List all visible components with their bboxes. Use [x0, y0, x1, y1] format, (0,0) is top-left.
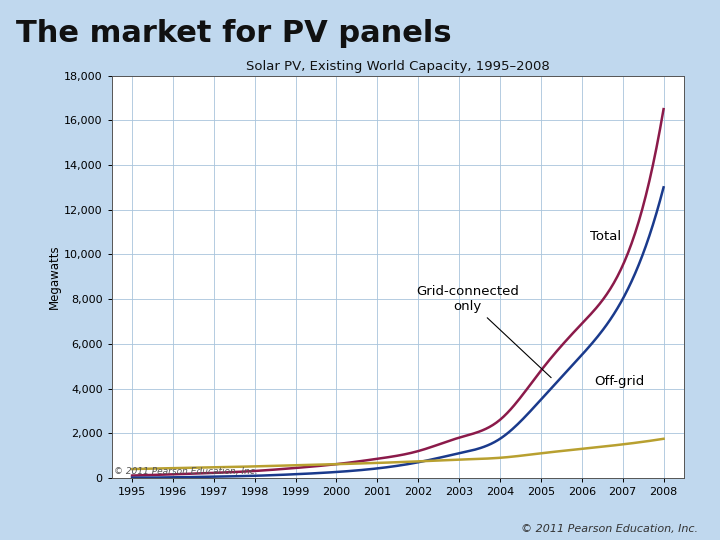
Text: © 2011 Pearson Education, Inc.: © 2011 Pearson Education, Inc.: [114, 467, 258, 476]
Text: © 2011 Pearson Education, Inc.: © 2011 Pearson Education, Inc.: [521, 523, 698, 534]
Text: Off-grid: Off-grid: [594, 375, 644, 388]
Y-axis label: Megawatts: Megawatts: [48, 245, 61, 309]
Title: Solar PV, Existing World Capacity, 1995–2008: Solar PV, Existing World Capacity, 1995–…: [246, 60, 549, 73]
Text: Total: Total: [590, 230, 621, 243]
Text: The market for PV panels: The market for PV panels: [16, 19, 451, 48]
Text: Grid-connected
only: Grid-connected only: [416, 285, 551, 377]
